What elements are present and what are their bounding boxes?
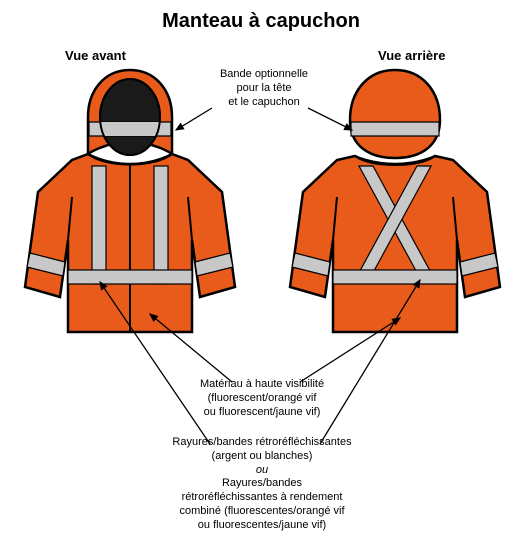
material-caption: Matériau à haute visibilité(fluorescent/… — [172, 378, 352, 419]
hood-band-caption: Bande optionnellepour la têteet le capuc… — [194, 68, 334, 109]
front-view-label: Vue avant — [65, 48, 126, 63]
page-title: Manteau à capuchon — [0, 0, 522, 33]
back-view-label: Vue arrière — [378, 48, 445, 63]
bands-caption: Rayures/bandes rétroréfléchissantes(arge… — [152, 436, 372, 532]
